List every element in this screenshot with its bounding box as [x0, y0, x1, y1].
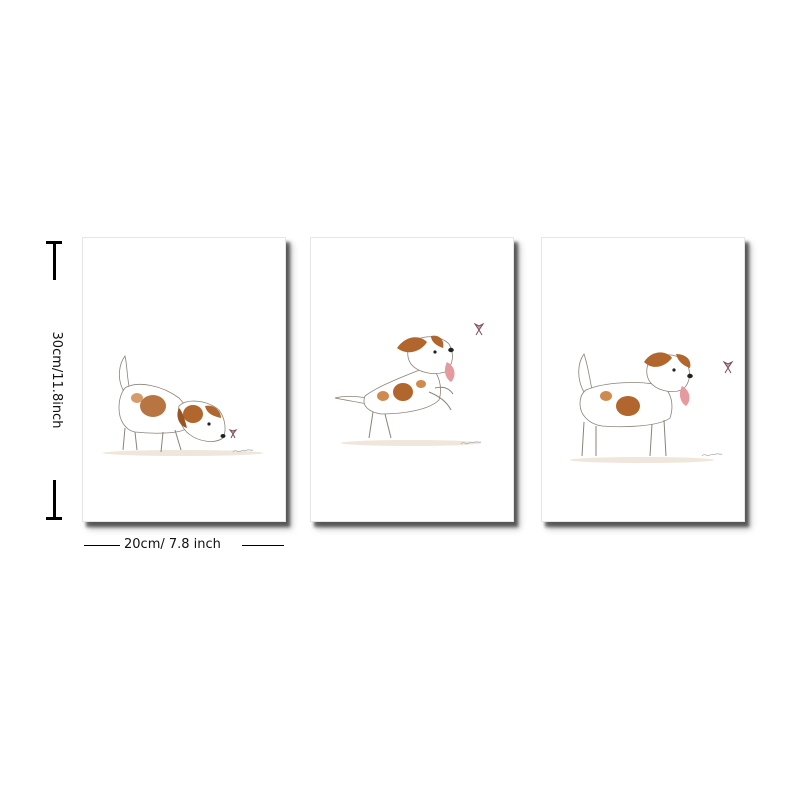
width-dimension-line-left	[84, 545, 120, 546]
height-dimension-top-cap	[46, 241, 62, 244]
dog-leaping-illustration	[334, 322, 485, 446]
canvas-panel-3	[541, 237, 745, 522]
width-dimension-label: 20cm/ 7.8 inch	[124, 537, 221, 552]
height-dimension-label: 30cm/11.8inch	[47, 280, 65, 480]
width-dimension-line-right	[242, 545, 284, 546]
height-dimension-bottom-cap	[46, 517, 62, 520]
dog-sniffing-illustration	[103, 355, 263, 456]
canvas-panel-1	[82, 237, 286, 522]
canvas-panel-2	[310, 237, 514, 522]
dog-standing-illustration	[570, 352, 734, 463]
